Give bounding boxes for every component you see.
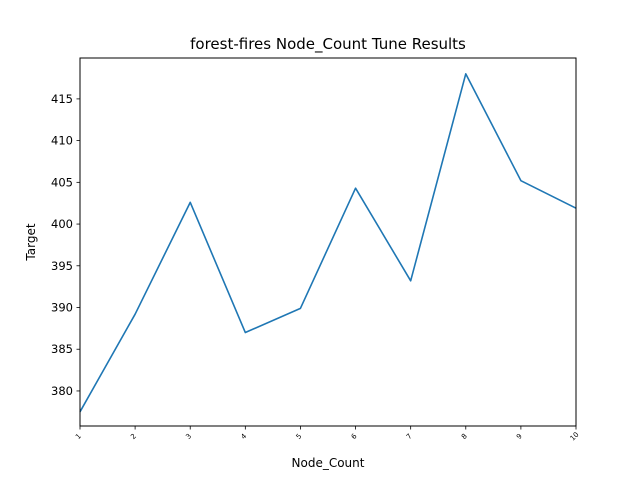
- x-tick-label: 5: [295, 432, 304, 441]
- y-tick-label: 380: [51, 384, 73, 398]
- x-tick-label: 3: [184, 432, 193, 441]
- x-tick-label: 1: [74, 432, 83, 441]
- x-tick-label: 6: [350, 432, 359, 441]
- plot-frame: [79, 57, 577, 427]
- x-tick-label: 8: [460, 432, 469, 441]
- y-tick-label: 395: [51, 259, 73, 273]
- x-tick-label: 10: [569, 431, 581, 443]
- x-tick-label: 9: [515, 432, 524, 441]
- y-tick-label: 410: [51, 134, 73, 148]
- x-tick-label: 7: [405, 432, 414, 441]
- y-tick-label: 400: [51, 217, 73, 231]
- y-tick-label: 390: [51, 301, 73, 315]
- chart-title: forest-fires Node_Count Tune Results: [190, 35, 466, 54]
- x-tick-label: 2: [129, 432, 138, 441]
- x-tick-label: 4: [240, 432, 249, 441]
- y-tick-label: 405: [51, 175, 73, 189]
- y-tick-label: 415: [51, 92, 73, 106]
- plot-area: 380 385 390 395 400 405 410 415 1 2 3 4 5 6 7 8 9 10: [51, 73, 581, 443]
- series-line-0: [79, 73, 577, 413]
- y-axis-label: Target: [24, 223, 38, 261]
- x-axis-label: Node_Count: [292, 456, 365, 470]
- y-tick-label: 385: [51, 342, 73, 356]
